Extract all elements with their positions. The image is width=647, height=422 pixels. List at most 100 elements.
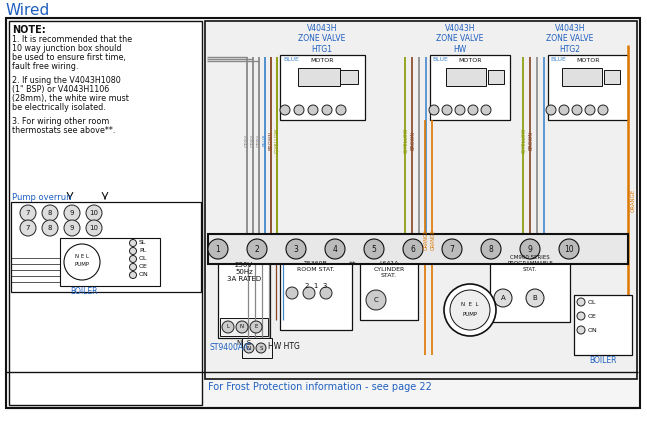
Text: BLUE: BLUE <box>550 57 566 62</box>
Text: fault free wiring.: fault free wiring. <box>12 62 78 71</box>
Circle shape <box>455 105 465 115</box>
Text: ORANGE: ORANGE <box>430 230 435 250</box>
Text: (28mm), the white wire must: (28mm), the white wire must <box>12 94 129 103</box>
Bar <box>574 295 632 355</box>
Text: BOILER: BOILER <box>71 287 98 296</box>
Circle shape <box>208 239 228 259</box>
Text: 2. If using the V4043H1080: 2. If using the V4043H1080 <box>12 76 121 85</box>
Circle shape <box>494 289 512 307</box>
Bar <box>430 55 510 120</box>
Text: N E L: N E L <box>75 254 89 259</box>
Circle shape <box>286 287 298 299</box>
Circle shape <box>429 105 439 115</box>
Text: G/YELLOW: G/YELLOW <box>274 127 280 153</box>
Text: V4043H
ZONE VALVE
HW: V4043H ZONE VALVE HW <box>436 24 484 54</box>
Circle shape <box>559 239 579 259</box>
Text: OL: OL <box>588 300 597 305</box>
Bar <box>242 338 272 358</box>
Text: GREY: GREY <box>256 133 261 146</box>
Bar <box>218 258 270 338</box>
Circle shape <box>129 263 137 271</box>
Circle shape <box>577 326 585 334</box>
Bar <box>548 55 628 120</box>
Text: 9: 9 <box>70 210 74 216</box>
Circle shape <box>250 321 262 333</box>
Text: NOTE:: NOTE: <box>12 25 46 35</box>
Text: PUMP: PUMP <box>74 262 89 267</box>
Circle shape <box>520 239 540 259</box>
Text: 230V
50Hz
3A RATED: 230V 50Hz 3A RATED <box>227 262 261 282</box>
Text: N  E  L: N E L <box>461 303 479 308</box>
Bar <box>220 318 268 336</box>
Text: BROWN: BROWN <box>529 130 534 149</box>
Text: ORANGE: ORANGE <box>424 230 428 250</box>
Text: 1. It is recommended that the: 1. It is recommended that the <box>12 35 132 44</box>
Circle shape <box>468 105 478 115</box>
Circle shape <box>442 105 452 115</box>
Bar <box>488 70 504 84</box>
Circle shape <box>86 220 102 236</box>
Text: (1" BSP) or V4043H1106: (1" BSP) or V4043H1106 <box>12 85 109 94</box>
Text: E: E <box>254 325 258 330</box>
Circle shape <box>526 289 544 307</box>
Text: GREY: GREY <box>250 133 256 146</box>
Bar <box>11 202 201 292</box>
Circle shape <box>598 105 608 115</box>
Circle shape <box>247 239 267 259</box>
Circle shape <box>64 205 80 221</box>
Text: be electrically isolated.: be electrically isolated. <box>12 103 105 112</box>
Text: 10: 10 <box>89 225 98 231</box>
Text: **: ** <box>349 261 357 270</box>
Circle shape <box>294 105 304 115</box>
Circle shape <box>325 239 345 259</box>
Text: Pump overrun: Pump overrun <box>12 193 72 202</box>
Bar <box>9 21 202 405</box>
Text: C: C <box>373 297 378 303</box>
Text: CM900 SERIES
PROGRAMMABLE
STAT.: CM900 SERIES PROGRAMMABLE STAT. <box>507 255 553 272</box>
Circle shape <box>280 105 290 115</box>
Text: 4: 4 <box>333 244 338 254</box>
Circle shape <box>546 105 556 115</box>
Circle shape <box>20 220 36 236</box>
Text: HW HTG: HW HTG <box>268 342 300 351</box>
Text: ON: ON <box>588 327 598 333</box>
Circle shape <box>322 105 332 115</box>
Bar <box>360 258 418 320</box>
Circle shape <box>42 220 58 236</box>
Circle shape <box>450 290 490 330</box>
Text: 7: 7 <box>26 225 30 231</box>
Circle shape <box>585 105 595 115</box>
Circle shape <box>320 287 332 299</box>
Text: 10: 10 <box>89 210 98 216</box>
Text: ST9400A/C: ST9400A/C <box>210 342 252 351</box>
Circle shape <box>64 244 100 280</box>
Circle shape <box>481 239 501 259</box>
Circle shape <box>303 287 315 299</box>
Circle shape <box>256 343 266 353</box>
Text: MOTOR: MOTOR <box>311 58 334 63</box>
Circle shape <box>481 105 491 115</box>
Circle shape <box>129 255 137 262</box>
Text: 9: 9 <box>70 225 74 231</box>
Text: 8: 8 <box>48 225 52 231</box>
Text: 10 way junction box should: 10 way junction box should <box>12 44 122 53</box>
Bar <box>604 70 620 84</box>
Circle shape <box>42 205 58 221</box>
Text: N  S: N S <box>237 340 251 346</box>
Text: N: N <box>247 346 251 351</box>
Circle shape <box>236 321 248 333</box>
Circle shape <box>336 105 346 115</box>
Text: MOTOR: MOTOR <box>576 58 600 63</box>
Circle shape <box>222 321 234 333</box>
Circle shape <box>577 312 585 320</box>
Bar <box>298 68 340 86</box>
Text: 2: 2 <box>255 244 259 254</box>
Circle shape <box>129 247 137 254</box>
Text: ON: ON <box>139 273 149 278</box>
Text: OE: OE <box>588 314 597 319</box>
Bar <box>208 234 628 264</box>
Text: BLUE: BLUE <box>283 57 299 62</box>
Text: V4043H
ZONE VALVE
HTG1: V4043H ZONE VALVE HTG1 <box>298 24 345 54</box>
Text: BLUE: BLUE <box>432 57 448 62</box>
Circle shape <box>20 205 36 221</box>
